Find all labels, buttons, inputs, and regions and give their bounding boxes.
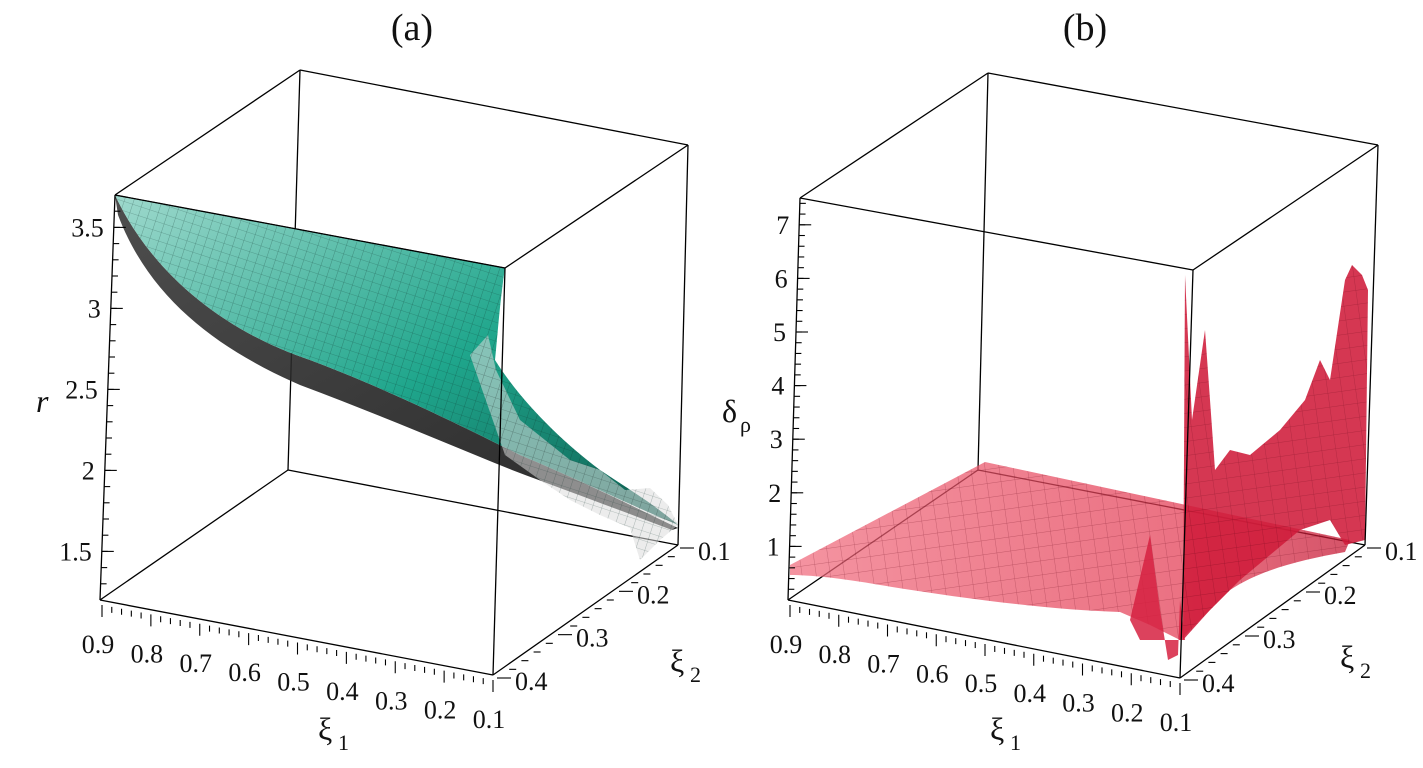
x-tick-label: 0.3 — [1062, 689, 1095, 718]
x-tick-label: 0.2 — [424, 696, 457, 725]
z-tick-label: 3.5 — [71, 213, 104, 242]
y-tick-label: 0.3 — [1263, 625, 1296, 654]
x-tick-label: 0.3 — [375, 686, 408, 715]
panel-a-z-label: r — [36, 383, 49, 419]
x-tick-label: 0.9 — [770, 630, 803, 659]
x-tick-label: 0.9 — [82, 630, 115, 659]
svg-text:ξ: ξ — [990, 711, 1004, 747]
panel-a-box-front — [99, 144, 689, 676]
x-tick-label: 0.1 — [473, 705, 506, 734]
x-tick-label: 0.8 — [819, 640, 852, 669]
panel-b-x-label: ξ 1 — [990, 711, 1021, 755]
y-tick-label: 0.2 — [637, 580, 670, 609]
svg-text:2: 2 — [1360, 658, 1371, 683]
x-tick-label: 0.5 — [277, 668, 310, 697]
y-tick-label: 0.3 — [576, 624, 609, 653]
z-tick-label: 5 — [773, 318, 786, 347]
panel-a-z-ticks: 1.5 2 2.5 3 3.5 — [59, 210, 126, 585]
x-tick-label: 0.6 — [228, 658, 261, 687]
z-tick-label: 2 — [82, 456, 95, 485]
svg-text:ξ: ξ — [318, 711, 332, 747]
x-tick-label: 0.1 — [1160, 708, 1193, 737]
panel-b-title: (b) — [1063, 7, 1107, 49]
panel-b-y-ticks: 0.1 0.2 0.3 0.4 — [1184, 537, 1418, 698]
svg-text:ξ: ξ — [670, 643, 684, 679]
panel-a: (a) — [36, 7, 731, 755]
x-tick-label: 0.7 — [867, 650, 900, 679]
x-tick-label: 0.7 — [180, 649, 213, 678]
panel-b-surface — [790, 265, 1368, 660]
y-tick-label: 0.1 — [1385, 537, 1418, 566]
svg-text:1: 1 — [1010, 730, 1021, 755]
svg-text:ξ: ξ — [1340, 639, 1354, 675]
y-tick-label: 0.4 — [515, 667, 548, 696]
svg-text:δ: δ — [722, 393, 737, 429]
panel-b-x-ticks: 0.9 0.8 0.7 0.6 0.5 0.4 0.3 0.2 0.1 — [770, 605, 1193, 737]
z-tick-label: 3 — [88, 294, 101, 323]
x-tick-label: 0.2 — [1111, 698, 1144, 727]
x-tick-label: 0.8 — [131, 639, 164, 668]
svg-text:2: 2 — [690, 662, 701, 687]
x-tick-label: 0.5 — [965, 669, 998, 698]
z-tick-label: 4 — [771, 372, 784, 401]
x-tick-label: 0.6 — [916, 659, 949, 688]
panel-b-z-ticks: 1 2 3 4 5 6 7 — [767, 202, 812, 590]
panel-b-box-front — [787, 144, 1379, 679]
panel-b: (b) 1 2 3 — [722, 7, 1418, 755]
z-tick-label: 2 — [768, 479, 781, 508]
svg-text:ρ: ρ — [740, 412, 751, 437]
panel-a-surface — [114, 194, 678, 560]
y-tick-label: 0.2 — [1324, 581, 1357, 610]
y-tick-label: 0.4 — [1202, 669, 1235, 698]
x-tick-label: 0.4 — [326, 677, 359, 706]
panel-a-x-label: ξ 1 — [318, 711, 349, 755]
y-tick-label: 0.1 — [698, 537, 731, 566]
z-tick-label: 2.5 — [65, 375, 98, 404]
panel-a-title: (a) — [391, 7, 433, 49]
panel-a-y-label: ξ 2 — [670, 643, 701, 687]
panel-b-z-label: δ ρ — [722, 393, 751, 437]
panel-a-y-ticks: 0.1 0.2 0.3 0.4 — [497, 537, 731, 696]
z-tick-label: 6 — [775, 264, 788, 293]
z-tick-label: 3 — [770, 425, 783, 454]
z-tick-label: 1 — [767, 532, 780, 561]
panel-b-y-label: ξ 2 — [1340, 639, 1371, 683]
z-tick-label: 1.5 — [59, 537, 92, 566]
x-tick-label: 0.4 — [1014, 679, 1047, 708]
svg-text:1: 1 — [338, 730, 349, 755]
z-tick-label: 7 — [776, 211, 789, 240]
panel-a-x-ticks: 0.9 0.8 0.7 0.6 0.5 0.4 0.3 0.2 0.1 — [82, 605, 506, 734]
